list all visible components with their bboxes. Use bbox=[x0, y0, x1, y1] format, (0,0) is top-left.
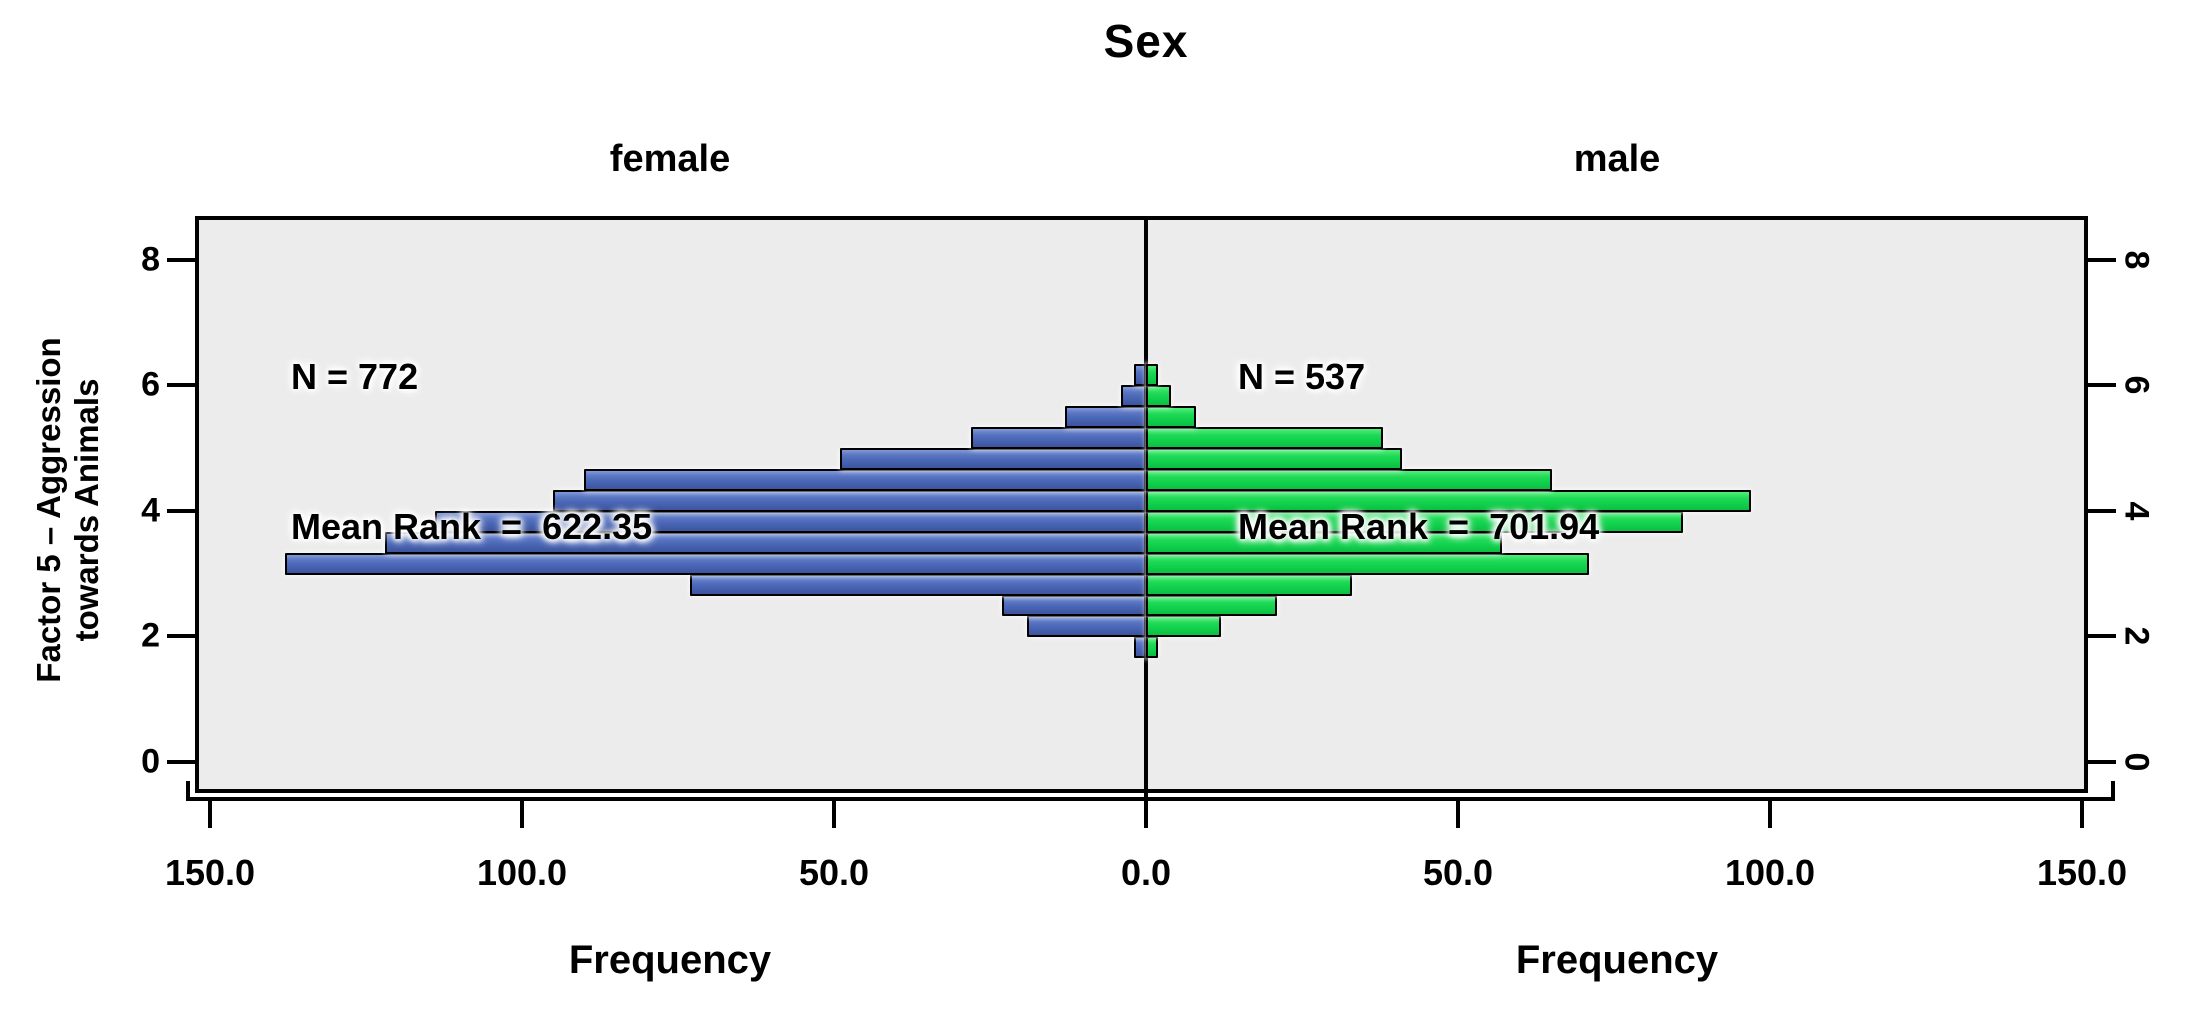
pyramid-bar-female bbox=[1133, 364, 1146, 387]
x-axis-line bbox=[186, 797, 2115, 801]
y-tick-label-left: 4 bbox=[141, 491, 160, 530]
x-tick bbox=[1144, 797, 1148, 828]
y-tick-right bbox=[2088, 257, 2116, 262]
y-tick-label-right: 2 bbox=[2117, 626, 2156, 646]
pyramid-bar-female bbox=[284, 552, 1146, 575]
annotation-female-meanrank: Mean Rank = 622.35 bbox=[291, 506, 653, 547]
y-tick-left bbox=[167, 383, 195, 388]
x-tick-label: 150.0 bbox=[2036, 852, 2128, 893]
pyramid-bar-male bbox=[1146, 385, 1171, 408]
y-tick-left bbox=[167, 760, 195, 764]
y-tick-right bbox=[2088, 760, 2116, 764]
panel-label-male: male bbox=[1573, 138, 1661, 180]
x-axis-endcap-left bbox=[186, 781, 190, 801]
annotation-male-meanrank: Mean Rank = 701.94 bbox=[1238, 506, 1600, 547]
x-axis-title-left: Frequency bbox=[568, 938, 772, 982]
annotation-female: N = 772 Mean Rank = 622.35 bbox=[291, 252, 652, 652]
y-tick-label-left: 2 bbox=[141, 616, 160, 655]
x-tick bbox=[520, 797, 524, 828]
y-tick-right bbox=[2088, 634, 2116, 639]
pyramid-bar-female bbox=[971, 427, 1146, 449]
pyramid-bar-female bbox=[840, 448, 1146, 470]
x-tick bbox=[832, 797, 836, 828]
y-tick-right bbox=[2088, 383, 2116, 388]
y-tick-left bbox=[167, 634, 195, 639]
annotation-male: N = 537 Mean Rank = 701.94 bbox=[1238, 252, 1599, 652]
pyramid-bar-male bbox=[1146, 364, 1159, 387]
y-tick-label-left: 6 bbox=[141, 365, 160, 404]
y-tick-label-right: 4 bbox=[2117, 501, 2156, 521]
pyramid-bar-male bbox=[1146, 636, 1159, 659]
y-axis-label-line2: towards Animals bbox=[68, 378, 105, 642]
pyramid-bar-male bbox=[1146, 406, 1196, 429]
y-tick-right bbox=[2088, 508, 2116, 513]
pyramid-bar-female bbox=[434, 510, 1146, 533]
pyramid-bar-female bbox=[1121, 385, 1146, 408]
y-tick-left bbox=[167, 508, 195, 513]
panel-label-female: female bbox=[609, 138, 731, 180]
y-tick-label-right: 0 bbox=[2117, 752, 2156, 772]
pyramid-bar-female bbox=[1133, 636, 1146, 659]
pyramid-bar-male bbox=[1146, 448, 1402, 470]
pyramid-bar-female bbox=[1064, 406, 1146, 429]
y-tick-left bbox=[167, 257, 195, 262]
pyramid-bar-male bbox=[1146, 510, 1683, 533]
pyramid-bar-female bbox=[690, 573, 1146, 596]
y-axis-label-line1: Factor 5 – Aggression bbox=[30, 337, 67, 683]
x-tick bbox=[208, 797, 212, 828]
x-tick-label: 100.0 bbox=[476, 852, 568, 893]
chart-title: Sex bbox=[1103, 15, 1189, 67]
x-tick-label: 0.0 bbox=[1120, 852, 1172, 893]
x-tick bbox=[1456, 797, 1460, 828]
x-tick-label: 100.0 bbox=[1724, 852, 1816, 893]
pyramid-bar-female bbox=[1027, 615, 1146, 638]
x-tick-label: 50.0 bbox=[1422, 852, 1494, 893]
pyramid-bar-male bbox=[1146, 552, 1590, 575]
x-tick bbox=[2080, 797, 2084, 828]
x-axis-title-right: Frequency bbox=[1515, 938, 1719, 982]
y-tick-label-left: 8 bbox=[141, 240, 160, 279]
x-tick bbox=[1768, 797, 1772, 828]
x-axis-endcap-right bbox=[2111, 781, 2115, 801]
pyramid-bar-male bbox=[1146, 615, 1221, 638]
pyramid-bar-female bbox=[584, 468, 1146, 491]
x-tick-label: 150.0 bbox=[164, 852, 256, 893]
pyramid-bar-female bbox=[1002, 594, 1146, 617]
pyramid-bar-male bbox=[1146, 427, 1384, 449]
y-tick-label-right: 6 bbox=[2117, 375, 2156, 395]
y-tick-label-left: 0 bbox=[141, 742, 160, 781]
annotation-female-n: N = 772 bbox=[291, 356, 419, 397]
y-tick-label-right: 8 bbox=[2117, 250, 2156, 270]
y-axis-label: Factor 5 – Aggression towards Animals bbox=[30, 230, 106, 790]
x-tick-label: 50.0 bbox=[798, 852, 870, 893]
annotation-male-n: N = 537 bbox=[1238, 356, 1366, 397]
